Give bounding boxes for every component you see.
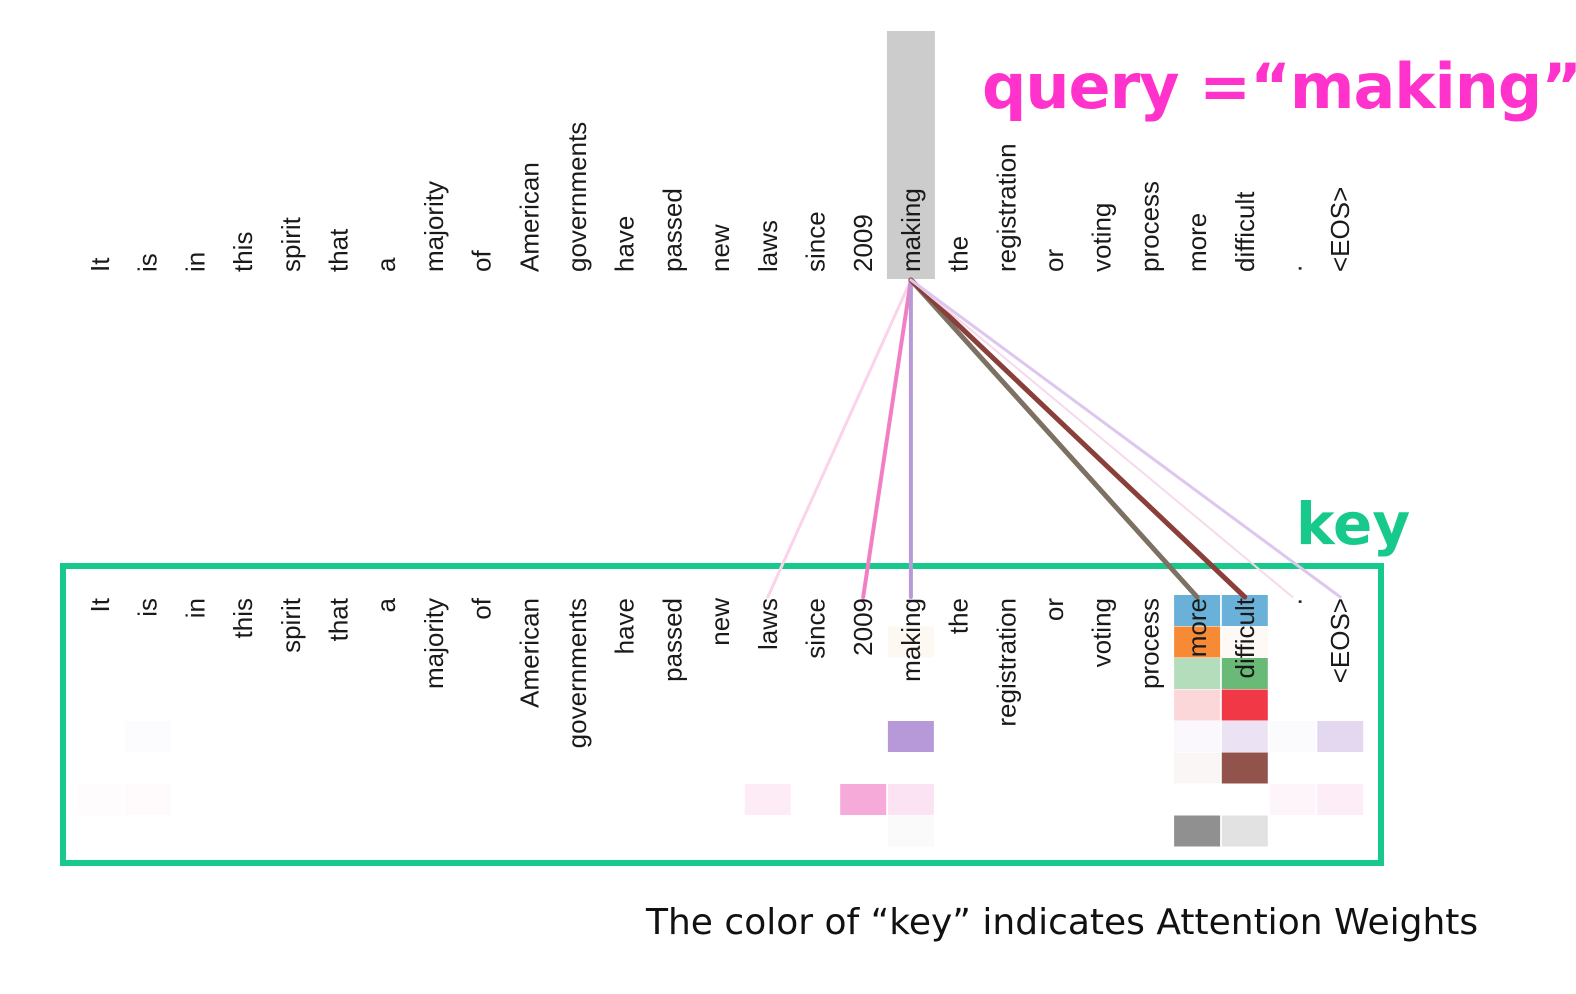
key-token-eos: <EOS>	[1325, 598, 1355, 683]
key-token-in: in	[180, 598, 210, 618]
attention-link	[908, 277, 1248, 600]
query-token-that: that	[324, 228, 354, 272]
key-label: key	[1296, 490, 1411, 558]
attention-cell	[124, 784, 171, 815]
key-token-spirit: spirit	[276, 597, 306, 653]
attention-cell	[1269, 784, 1316, 815]
query-token-passed: passed	[657, 188, 687, 272]
key-token-difficult: difficult	[1230, 597, 1260, 678]
attention-cell	[1221, 595, 1268, 626]
query-label: query =“making”	[982, 50, 1576, 123]
key-token-american: American	[514, 598, 544, 708]
query-token-this: this	[228, 232, 258, 272]
query-token-process: process	[1134, 181, 1164, 272]
attention-cell	[1221, 721, 1268, 752]
attention-cell	[1317, 721, 1364, 752]
attention-cell	[1174, 626, 1221, 658]
attention-cell	[125, 721, 171, 752]
attention-cell	[887, 815, 934, 847]
attention-cell	[1221, 658, 1268, 689]
query-token-spirit: spirit	[276, 216, 306, 272]
query-token-is: is	[133, 253, 163, 272]
key-token-new: new	[705, 598, 735, 646]
query-token-voting: voting	[1087, 203, 1117, 272]
caption: The color of “key” indicates Attention W…	[646, 902, 1479, 943]
query-token-governments: governments	[562, 122, 592, 272]
key-token-process: process	[1134, 598, 1164, 689]
query-token-new: new	[705, 224, 735, 272]
attention-cell	[887, 626, 934, 658]
query-token-majority: majority	[419, 181, 449, 272]
key-token-laws: laws	[753, 598, 783, 650]
query-token-in: in	[180, 252, 210, 272]
query-token-more: more	[1182, 213, 1212, 272]
key-token-a: a	[371, 597, 401, 612]
query-token-registration: registration	[991, 143, 1021, 272]
query-token-have: have	[610, 216, 640, 272]
key-box	[60, 563, 1384, 866]
attention-link	[909, 278, 1342, 599]
query-token-american: American	[514, 162, 544, 272]
attention-cell	[1174, 658, 1221, 689]
query-token-of: of	[467, 250, 497, 272]
key-token-voting: voting	[1087, 598, 1117, 667]
key-token-that: that	[324, 597, 354, 641]
key-token-more: more	[1182, 598, 1212, 657]
query-token-eos: <EOS>	[1325, 187, 1355, 272]
query-token-period: .	[1278, 265, 1308, 272]
attention-cell	[1221, 815, 1268, 847]
query-token-making: making	[896, 188, 926, 272]
attention-cell	[1174, 689, 1221, 721]
key-token-period: .	[1278, 598, 1308, 605]
key-token-have: have	[610, 598, 640, 654]
attention-cell	[744, 784, 791, 815]
query-token-a: a	[371, 257, 401, 272]
attention-cell	[77, 784, 123, 815]
attention-cell	[1174, 752, 1221, 784]
query-token-laws: laws	[753, 220, 783, 272]
key-token-it: It	[85, 597, 115, 612]
attention-link	[908, 277, 1200, 600]
query-token-or: or	[1039, 249, 1069, 272]
key-token-governments: governments	[562, 598, 592, 748]
query-token-it: It	[85, 257, 115, 272]
attention-cell	[1174, 595, 1221, 626]
attention-link	[766, 278, 913, 599]
query-token-the: the	[944, 236, 974, 272]
key-token-2009: 2009	[848, 598, 878, 656]
attention-link	[909, 279, 1294, 598]
query-token-difficult: difficult	[1230, 191, 1260, 272]
key-token-the: the	[944, 598, 974, 634]
attention-cell	[1174, 721, 1221, 752]
key-token-or: or	[1039, 598, 1069, 621]
key-token-since: since	[801, 598, 831, 659]
attention-cell	[1269, 721, 1316, 752]
query-token-since: since	[801, 211, 831, 272]
key-token-passed: passed	[657, 598, 687, 682]
query-token-2009: 2009	[848, 214, 878, 272]
key-token-making: making	[896, 598, 926, 682]
attention-cell	[1221, 626, 1268, 658]
attention-cell	[840, 784, 887, 815]
attention-link	[861, 278, 913, 599]
query-highlight	[886, 31, 935, 279]
key-token-this: this	[228, 598, 258, 638]
key-token-majority: majority	[419, 598, 449, 689]
attention-cell	[1221, 689, 1268, 721]
attention-cell	[887, 784, 934, 815]
key-token-of: of	[467, 597, 497, 619]
attention-cell	[1317, 784, 1364, 815]
attention-cell	[887, 721, 934, 752]
key-token-registration: registration	[991, 598, 1021, 727]
attention-cell	[1174, 815, 1221, 847]
attention-cell	[1221, 752, 1268, 784]
key-token-is: is	[133, 598, 163, 617]
